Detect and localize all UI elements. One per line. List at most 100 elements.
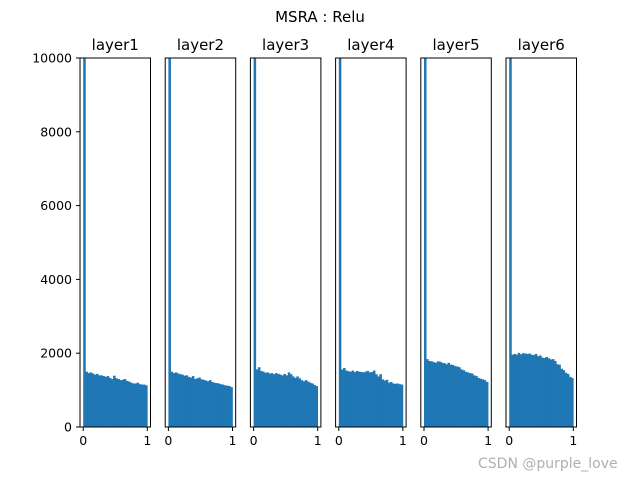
histogram-bar <box>566 373 570 427</box>
panel-title: layer6 <box>518 36 565 54</box>
histogram-bar <box>556 364 559 427</box>
histogram-bar <box>253 58 257 427</box>
histogram-bar <box>300 380 304 427</box>
histogram-bar <box>117 379 120 427</box>
histogram-bar <box>453 366 457 427</box>
histogram-bar <box>311 383 314 427</box>
histogram-bar <box>119 380 123 427</box>
histogram-bar <box>560 368 563 427</box>
histogram-bar <box>91 373 95 427</box>
histogram-bar <box>396 383 399 427</box>
y-tick-label: 2000 <box>40 346 72 361</box>
histogram-bar <box>564 372 568 427</box>
histogram-bar <box>206 381 210 427</box>
watermark: CSDN @purple_love <box>478 456 618 472</box>
x-tick-label: 1 <box>229 433 237 448</box>
histogram-bar <box>185 375 189 427</box>
histogram-bar <box>264 372 267 427</box>
histogram-bar <box>200 379 203 427</box>
histogram-bar <box>458 367 461 427</box>
x-tick-label: 0 <box>335 433 343 448</box>
histogram-bar <box>221 384 225 427</box>
histogram-bar <box>366 370 370 427</box>
figure-suptitle: MSRA : Relu <box>275 8 365 26</box>
histogram-bar <box>517 352 521 427</box>
histogram-bar <box>483 380 487 427</box>
panel-layer6: layer6 0 1 <box>505 36 577 448</box>
y-tick-label: 4000 <box>40 272 72 287</box>
histogram-bar <box>338 58 342 427</box>
histogram-bar <box>138 384 142 427</box>
x-tick-label: 1 <box>399 433 407 448</box>
histogram-bar <box>519 354 523 427</box>
y-tick-label: 6000 <box>40 198 72 213</box>
histogram-bar <box>132 383 135 427</box>
histogram-bar <box>394 383 397 427</box>
histogram-bar <box>136 382 140 427</box>
histogram-bar <box>211 381 214 427</box>
panel-frame <box>335 57 407 428</box>
histogram-bar <box>358 371 361 427</box>
histogram-bar <box>532 355 536 427</box>
histogram-bar <box>89 372 93 427</box>
histogram-bar <box>449 364 453 427</box>
histogram-bar <box>176 373 180 427</box>
histogram-bar <box>208 380 212 427</box>
histogram-bar <box>181 374 184 427</box>
histogram-bar <box>528 353 531 427</box>
panel-layer5: layer5 0 1 <box>420 36 492 448</box>
histogram-bar <box>381 379 385 427</box>
panel-frame <box>164 57 237 428</box>
histogram-bar <box>313 384 316 427</box>
histogram-bar <box>362 372 365 427</box>
histogram-bar <box>260 370 263 427</box>
panel-layer3: layer3 0 1 <box>250 36 322 448</box>
histogram-bar <box>466 372 470 427</box>
histogram-bar <box>432 362 436 427</box>
histogram-bar <box>140 384 144 427</box>
histogram-bar <box>187 376 191 427</box>
histogram-bar <box>536 356 540 427</box>
histogram-bar <box>296 376 299 427</box>
histogram-bar <box>385 379 389 427</box>
histogram-bar <box>219 384 223 427</box>
histogram-bar <box>130 382 133 427</box>
panel-title: layer4 <box>347 36 394 54</box>
histogram-bar <box>347 371 350 427</box>
histogram-bar <box>443 363 446 427</box>
histogram-bar <box>168 58 171 427</box>
histogram-bar <box>340 369 344 427</box>
x-tick-label: 0 <box>250 433 258 448</box>
histogram-bar <box>283 373 287 427</box>
histogram-bar <box>436 361 440 427</box>
histogram-bar <box>398 384 402 427</box>
histogram-bar <box>223 385 227 427</box>
y-tick-label: 8000 <box>40 124 72 139</box>
histogram-bar <box>543 357 546 427</box>
histogram-bar <box>353 372 357 427</box>
histogram-bar <box>549 359 553 427</box>
histogram-bar <box>475 376 478 427</box>
x-tick-label: 0 <box>79 433 87 448</box>
histogram-bar <box>400 384 404 427</box>
histogram-bar <box>83 58 86 427</box>
histogram-bar <box>534 353 538 427</box>
histogram-bar <box>468 373 472 427</box>
histogram-bar <box>196 378 199 427</box>
histogram-bar <box>110 379 114 427</box>
histogram-bar <box>375 374 378 427</box>
panel-frame <box>505 57 577 428</box>
histogram-bar <box>479 378 483 427</box>
histogram-bar <box>108 377 112 427</box>
histogram-bar <box>302 381 306 427</box>
histogram-bar <box>121 379 125 427</box>
histogram-bar <box>304 380 308 427</box>
histogram-bar <box>96 373 99 427</box>
histogram-bar <box>349 371 353 427</box>
histogram-bar <box>392 383 395 427</box>
histogram-bar <box>183 375 186 427</box>
x-tick-label: 0 <box>420 433 428 448</box>
histogram-bar <box>558 364 561 427</box>
